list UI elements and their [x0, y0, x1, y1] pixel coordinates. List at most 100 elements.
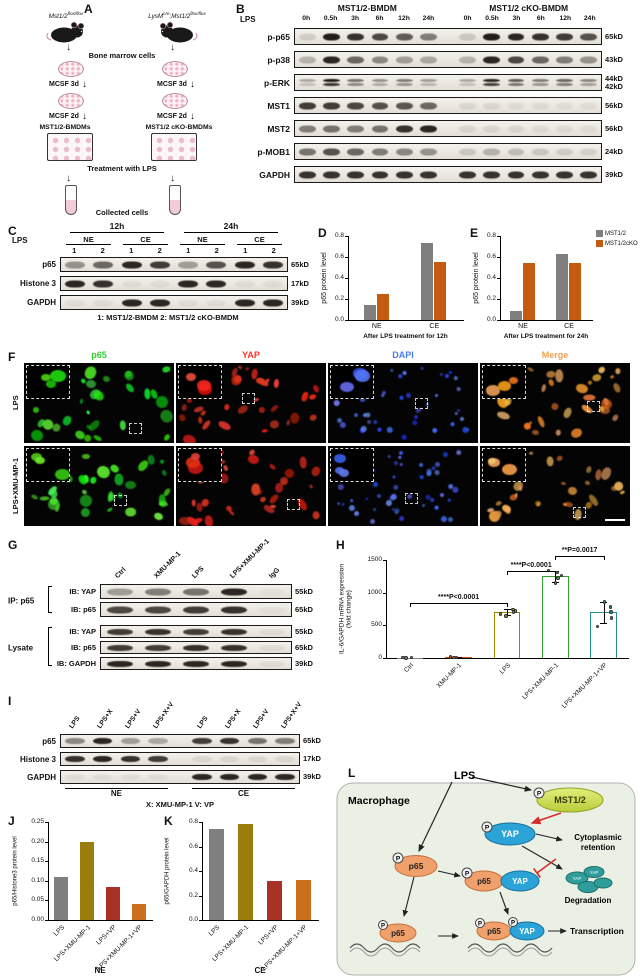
genotype-right-s2: flox/flox: [190, 11, 206, 16]
p65-label: p65: [391, 929, 405, 938]
cell-blob: [556, 455, 564, 463]
genotype-left-base: Mst1/2: [48, 13, 68, 21]
y-tick-label: 0.05: [31, 896, 44, 904]
phospho-label: P: [511, 921, 515, 927]
molecular-weight-label: 43kD: [605, 54, 623, 64]
blot-band: [347, 56, 365, 63]
down-arrow: ↓: [189, 79, 195, 90]
y-tick: [383, 560, 386, 561]
blot-band: [206, 261, 227, 268]
blot-band: [144, 588, 172, 595]
fluor-image: [328, 446, 478, 526]
blot-band: [322, 33, 340, 40]
blot-row: p-p65 65kD: [236, 28, 638, 45]
blot-band: [192, 774, 212, 780]
blot-band: [507, 78, 525, 82]
fraction-headers: NE CE NE CE: [60, 235, 288, 245]
down-arrow: ↓: [189, 111, 195, 122]
antibody-label: MST1: [267, 100, 290, 111]
x-axis-line: [348, 320, 464, 321]
blot-band: [347, 33, 365, 40]
lane-header: LPS+V: [252, 708, 271, 730]
collected-cells-label: Collected cells: [95, 208, 149, 217]
zoom-inset: [26, 365, 70, 399]
scatter-point: [608, 605, 613, 609]
cell-blob: [225, 504, 233, 512]
cell-blob: [83, 433, 92, 443]
y-tick: [497, 320, 500, 321]
cell-blob: [419, 473, 425, 479]
blot-lane-box: [100, 625, 292, 638]
mst12-label: MST1/2: [554, 795, 586, 805]
blot-band: [483, 125, 501, 132]
bmdm-right-label: MST1/2 cKO-BMDMs: [145, 124, 213, 131]
cell-blob: [584, 480, 591, 486]
blot-band: [149, 299, 170, 306]
blot-band: [65, 299, 85, 306]
blot-band: [483, 171, 501, 178]
antibody-label: GAPDH: [27, 298, 56, 307]
tube-icon: [65, 185, 77, 215]
blot-band: [220, 774, 240, 780]
cell-blob: [334, 454, 346, 464]
blot-band: [65, 738, 85, 744]
cell-blob: [290, 412, 300, 425]
cell-blob: [85, 410, 91, 416]
blot-band: [182, 588, 210, 595]
phospho-badge: [475, 918, 485, 928]
cell-blob: [420, 366, 425, 371]
panel-f-label: F: [8, 350, 16, 364]
cell-blob: [308, 483, 315, 489]
fraction-label: CE: [238, 789, 250, 798]
molecular-weight-label: 39kD: [295, 658, 313, 668]
panel-a-label: A: [84, 2, 93, 16]
yap-label: YAP: [501, 829, 519, 839]
fluor-row-label: LPS: [11, 395, 20, 411]
blot-band: [93, 261, 114, 268]
fraction-group: NE: [64, 788, 168, 798]
p65-node: [394, 855, 438, 877]
bar: [105, 886, 121, 920]
dna-strand: [467, 947, 553, 957]
cell-blob: [377, 427, 383, 433]
cell-blob: [609, 374, 615, 380]
lane-timepoint: 12h: [398, 15, 410, 22]
y-tick-label: 0.0: [486, 316, 496, 323]
scatter-point: [409, 655, 414, 660]
blot-band: [148, 738, 168, 744]
genotype-right-p2: ;Mst1/2: [169, 13, 191, 21]
antibody-label: p-p65: [267, 31, 290, 42]
x-axis-line: [202, 920, 319, 921]
antibody-label: IB: YAP: [69, 587, 96, 596]
cell-blob: [124, 507, 136, 517]
y-tick-label: 0.4: [486, 274, 496, 281]
yap-fragment: [565, 871, 589, 885]
cell-blob: [439, 492, 445, 498]
blot-band: [458, 56, 476, 63]
petri-dish-icon: [58, 93, 84, 109]
blot-band: [483, 102, 501, 109]
blot-band: [507, 56, 525, 63]
blot-row: MST1 56kD: [236, 97, 638, 114]
blot-band: [247, 756, 268, 762]
cell-blob: [547, 378, 555, 387]
cell-blob: [268, 462, 277, 471]
lane-number: 2: [271, 246, 276, 255]
blot-group-header: MST1/2 cKO-BMDM: [489, 3, 569, 13]
cell-blob: [50, 370, 67, 383]
lane-number: 2: [100, 246, 105, 255]
blot-band: [258, 644, 286, 651]
x-axis-line: [386, 658, 629, 659]
blot-band: [220, 606, 248, 613]
fraction-label: CE: [123, 235, 168, 245]
blot-band: [531, 83, 549, 87]
cell-blob: [79, 505, 93, 519]
y-tick-label: 0.0: [334, 316, 344, 323]
blot-band: [395, 33, 413, 40]
panel-a: A Mst1/2flox/flox LysMcre;Mst1/2flox/flo…: [8, 2, 236, 220]
cell-blob: [299, 455, 308, 469]
cell-blob: [569, 426, 584, 439]
blot-row: IB: p65 65kD: [56, 602, 326, 617]
blot-row: GAPDH 39kD: [236, 166, 638, 183]
blot-band: [580, 56, 598, 63]
